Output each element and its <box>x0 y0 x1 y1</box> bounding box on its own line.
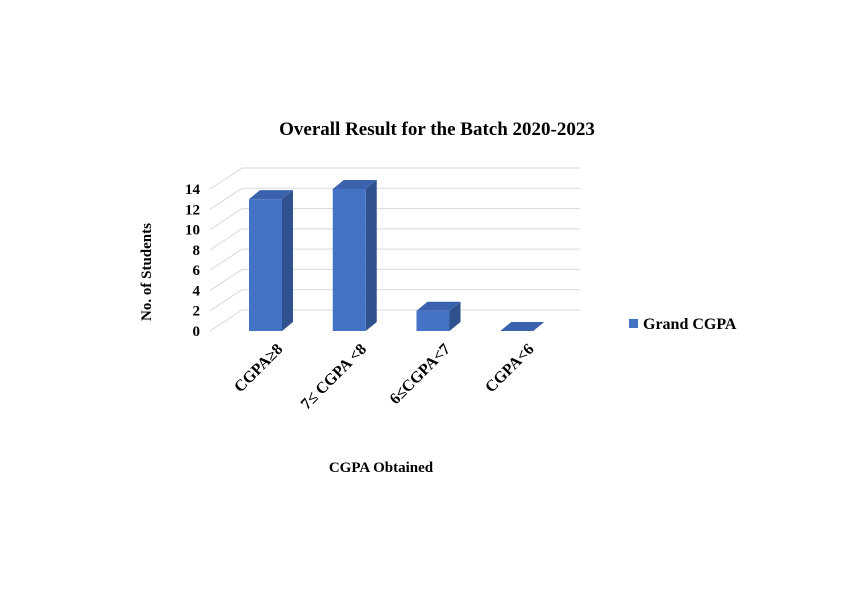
x-axis-label: CGPA Obtained <box>329 460 434 476</box>
y-tick-label: 2 <box>193 304 201 320</box>
legend-swatch <box>629 319 638 328</box>
bar-top <box>332 180 377 189</box>
y-tick-label: 12 <box>185 202 200 218</box>
x-tick-label: CGPA≥8 <box>231 341 286 396</box>
bar-side <box>365 180 377 331</box>
chart-title: Overall Result for the Batch 2020-2023 <box>279 119 595 140</box>
bar-front <box>416 310 450 331</box>
bar-front <box>249 199 282 331</box>
gridline <box>209 309 580 332</box>
bar-front <box>332 189 366 331</box>
gridline <box>209 248 580 271</box>
legend-label: Grand CGPA <box>643 316 737 333</box>
gridline <box>209 289 580 312</box>
x-tick-label: CGPA<6 <box>482 341 537 396</box>
y-tick-label: 14 <box>185 182 201 198</box>
y-tick-label: 10 <box>185 223 200 239</box>
y-tick-label: 6 <box>193 263 201 279</box>
x-tick-label: 6≤CGPA<7 <box>387 341 454 408</box>
bar-top <box>249 190 293 200</box>
legend: Grand CGPA <box>629 316 737 333</box>
y-axis-ticks: 0 2 4 6 8 10 12 14 <box>185 182 201 340</box>
bar <box>249 190 293 331</box>
bars <box>249 180 545 331</box>
gridline <box>209 228 580 251</box>
bar <box>416 301 461 331</box>
gridline <box>209 268 580 291</box>
bar-side <box>449 301 461 331</box>
y-tick-label: 4 <box>193 283 201 299</box>
x-axis-ticks: CGPA≥8 7≤ CGPA <8 6≤CGPA<7 CGPA<6 <box>231 341 537 413</box>
y-tick-label: 0 <box>193 324 201 340</box>
gridlines <box>209 167 580 332</box>
y-tick-label: 8 <box>193 243 201 259</box>
y-axis-label: No. of Students <box>139 223 155 321</box>
bar-top <box>416 301 461 311</box>
bar <box>500 322 545 331</box>
gridline <box>209 208 580 230</box>
gridline <box>209 167 580 190</box>
x-tick-label: 7≤ CGPA <8 <box>298 341 370 413</box>
gridline <box>209 187 580 210</box>
bar <box>332 180 377 331</box>
bar-side <box>282 190 293 331</box>
bar-top <box>500 322 545 331</box>
